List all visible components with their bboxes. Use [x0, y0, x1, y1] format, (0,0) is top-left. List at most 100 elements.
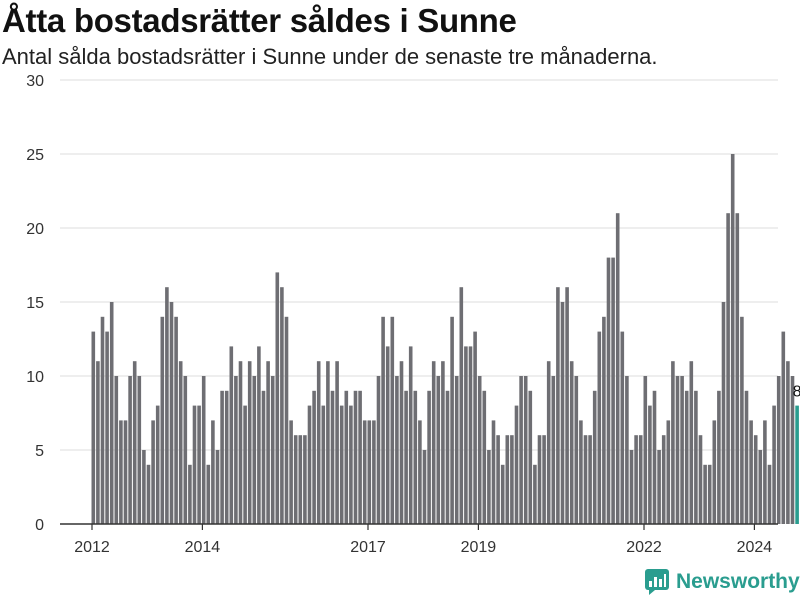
bar	[266, 361, 270, 524]
bar	[450, 316, 454, 524]
bar	[611, 257, 615, 524]
bar	[707, 464, 712, 524]
bar	[316, 361, 321, 524]
bar	[330, 390, 335, 524]
y-tick-label: 0	[35, 517, 44, 534]
brand-logo: Newsworthy	[644, 568, 800, 596]
bar	[684, 390, 689, 524]
bar	[431, 361, 436, 524]
bar	[119, 420, 123, 524]
bar	[358, 390, 362, 524]
brand-name: Newsworthy	[676, 570, 800, 593]
bar	[165, 287, 169, 524]
bar	[721, 302, 726, 524]
bar	[726, 213, 730, 524]
bar	[661, 435, 666, 524]
bar	[289, 420, 293, 524]
y-tick-label: 20	[26, 221, 44, 238]
bar	[569, 361, 574, 524]
bar	[344, 390, 349, 524]
bar	[100, 316, 105, 524]
bar	[445, 390, 450, 524]
bar	[362, 420, 367, 524]
bar	[740, 316, 744, 524]
bar	[790, 376, 795, 524]
bar	[280, 287, 284, 524]
x-axis: 2012 2014 2017 2019 2022 2024	[60, 523, 778, 556]
bar	[197, 405, 201, 524]
bar	[385, 346, 390, 524]
bar	[146, 464, 151, 524]
bars	[91, 154, 799, 524]
bar	[551, 376, 556, 524]
bar	[270, 376, 275, 524]
bar	[496, 435, 500, 524]
y-tick-label: 5	[35, 443, 44, 460]
bar	[735, 213, 740, 524]
bar	[671, 361, 675, 524]
bar	[321, 405, 326, 524]
bar	[109, 302, 114, 524]
bar	[238, 361, 243, 524]
bar	[491, 420, 496, 524]
bar	[234, 376, 238, 524]
bar	[422, 450, 427, 524]
bar	[533, 464, 537, 524]
bar	[698, 435, 703, 524]
bar	[404, 390, 408, 524]
x-tick-label: 2022	[626, 539, 662, 556]
bar	[261, 390, 266, 524]
bar	[298, 435, 303, 524]
data-labels: 8	[793, 384, 800, 401]
bar	[303, 435, 307, 524]
bar	[574, 376, 579, 524]
bar	[468, 346, 473, 524]
bar	[427, 390, 431, 524]
x-tick-label: 2014	[185, 539, 221, 556]
bar	[602, 316, 606, 524]
bar	[395, 376, 399, 524]
bar	[326, 361, 330, 524]
bar	[399, 361, 404, 524]
bar-highlight	[795, 405, 799, 524]
bar	[606, 257, 611, 524]
bar	[579, 420, 583, 524]
bar	[523, 376, 528, 524]
bar	[776, 376, 781, 524]
bar	[758, 450, 763, 524]
bar	[96, 361, 100, 524]
bar	[257, 346, 261, 524]
bar	[500, 464, 505, 524]
bar	[652, 390, 657, 524]
bar	[556, 287, 560, 524]
bar	[188, 464, 192, 524]
bar	[293, 435, 298, 524]
bar	[441, 361, 445, 524]
bar	[390, 316, 395, 524]
bar	[137, 376, 142, 524]
bar	[178, 361, 183, 524]
newsworthy-logo-icon	[645, 569, 669, 595]
bar	[546, 361, 551, 524]
bar	[717, 390, 721, 524]
bar	[160, 316, 165, 524]
y-tick-label: 10	[26, 369, 44, 386]
bar	[211, 420, 215, 524]
bar	[339, 405, 344, 524]
bar	[372, 420, 376, 524]
bar	[638, 435, 643, 524]
bar	[514, 405, 519, 524]
bar	[744, 390, 749, 524]
bar	[132, 361, 137, 524]
bar	[284, 316, 289, 524]
bar	[183, 376, 188, 524]
bar	[680, 376, 684, 524]
bar	[781, 331, 786, 524]
bar	[215, 450, 220, 524]
bar	[105, 331, 109, 524]
bar	[408, 346, 413, 524]
bar	[592, 390, 597, 524]
bar	[537, 435, 542, 524]
bar	[694, 390, 698, 524]
